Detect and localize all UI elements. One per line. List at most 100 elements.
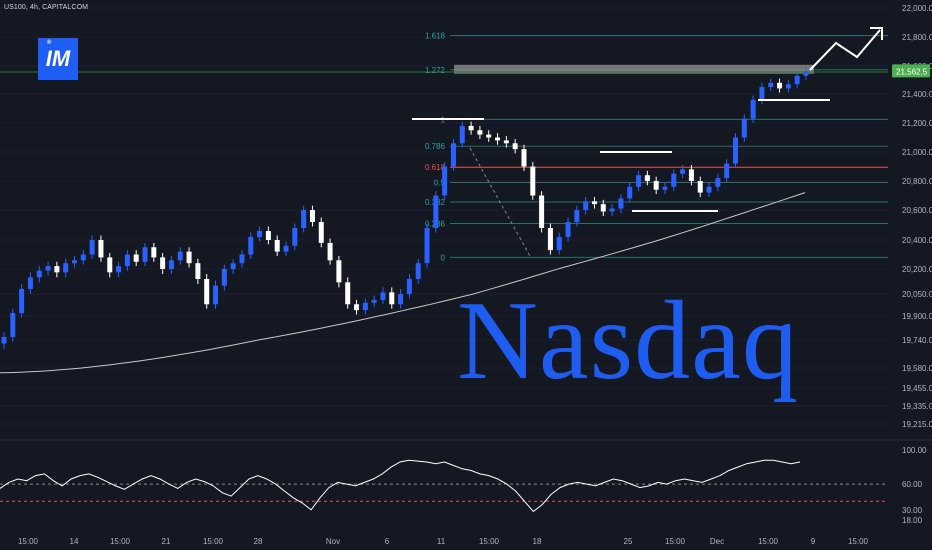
candle-body — [618, 198, 624, 209]
candle-body — [283, 245, 289, 252]
ma-200-line — [0, 192, 806, 374]
candle-body — [204, 279, 210, 305]
time-tick-label: 15:00 — [479, 537, 500, 546]
candle-body — [741, 118, 747, 138]
time-tick-label: Dec — [710, 537, 724, 546]
candle-body — [591, 201, 597, 205]
candle-body — [318, 222, 324, 243]
price-tick-label: 21,800.0 — [902, 33, 932, 42]
ticker-label: US100, 4h, CAPITALCOM — [4, 4, 89, 11]
price-tick-label: 21,000.0 — [902, 148, 932, 157]
price-axis[interactable]: 22,000.021,800.021,600.021,400.021,200.0… — [0, 4, 932, 429]
logo-small-mark: ® — [47, 40, 52, 46]
candle-body — [433, 195, 439, 228]
candle-body — [151, 247, 157, 258]
price-tick-label: 19,740.0 — [902, 336, 932, 345]
candle-body — [98, 240, 104, 258]
candle-body — [486, 134, 492, 138]
candle-body — [750, 99, 756, 119]
candle-body — [389, 292, 395, 305]
candle-body — [221, 269, 227, 286]
candle-body — [706, 186, 712, 193]
fib-level-label: 1.618 — [425, 32, 446, 41]
candle-body — [239, 254, 245, 264]
time-tick-label: 25 — [624, 537, 633, 546]
candle-body — [724, 163, 730, 179]
arrow-head — [870, 27, 883, 40]
candle-body — [327, 242, 333, 261]
candle-body — [424, 228, 430, 264]
time-tick-label: 15:00 — [203, 537, 224, 546]
brand-logo: ® IM — [38, 38, 78, 80]
candle-body — [27, 277, 33, 289]
candle-body — [274, 240, 280, 252]
logo-text: IM — [45, 46, 71, 71]
oscillator-line — [0, 459, 801, 513]
candle-body — [345, 282, 351, 305]
candle-body — [503, 140, 509, 144]
candle-body — [186, 251, 192, 264]
candle-body — [415, 263, 421, 279]
price-tick-label: 21,400.0 — [902, 90, 932, 99]
candle-body — [362, 302, 368, 311]
price-tick-label: 20,050.0 — [902, 290, 932, 299]
candle-body — [521, 149, 527, 167]
candle-body — [354, 304, 360, 311]
candles[interactable] — [1, 67, 809, 349]
price-tick-label: 20,600.0 — [902, 206, 932, 215]
candle-body — [680, 169, 686, 174]
candle-body — [80, 254, 86, 261]
osc-tick-label: 18.00 — [902, 516, 923, 525]
candle-body — [1, 337, 7, 344]
candle-body — [63, 263, 69, 273]
candle-body — [697, 181, 703, 193]
fib-anchor-line — [469, 147, 531, 257]
candle-body — [301, 210, 307, 228]
candle-body — [336, 260, 342, 283]
price-tick-label: 19,215.0 — [902, 420, 932, 429]
candle-body — [309, 210, 315, 222]
candle-body — [547, 228, 553, 251]
time-tick-label: 14 — [70, 537, 79, 546]
time-tick-label: 15:00 — [18, 537, 39, 546]
candle-body — [644, 175, 650, 181]
candle-body — [794, 75, 800, 85]
candle-body — [116, 266, 122, 273]
candle-body — [36, 270, 42, 278]
candle-body — [574, 210, 580, 222]
candle-body — [556, 237, 562, 251]
price-tick-label: 20,200.0 — [902, 265, 932, 274]
candle-body — [292, 228, 298, 246]
candle-body — [530, 166, 536, 196]
osc-tick-label: 100.00 — [902, 446, 927, 455]
candle-body — [539, 195, 545, 228]
price-tick-label: 20,800.0 — [902, 177, 932, 186]
candle-body — [495, 137, 501, 141]
time-axis[interactable]: 15:00 14 15:00 21 15:00 28 Nov 6 11 15:00 18 25 15:0… — [0, 439, 932, 546]
fib-level-label: 0.786 — [425, 142, 446, 151]
osc-tick-label: 60.00 — [902, 480, 923, 489]
price-tick-label: 19,580.0 — [902, 364, 932, 373]
candle-body — [583, 201, 589, 210]
candle-body — [662, 186, 668, 190]
candle-body — [477, 130, 483, 135]
candle-body — [512, 143, 518, 150]
candle-body — [380, 292, 386, 300]
candle-body — [142, 247, 148, 262]
time-tick-label: 18 — [533, 537, 542, 546]
time-tick-label: Nov — [326, 537, 340, 546]
fib-level-label: 1.272 — [425, 66, 446, 75]
candle-body — [803, 71, 809, 76]
candle-body — [257, 231, 263, 237]
candle-body — [450, 143, 456, 167]
candle-body — [371, 299, 377, 303]
candle-body — [609, 208, 615, 212]
candle-body — [468, 125, 474, 131]
time-tick-label: 28 — [254, 537, 263, 546]
price-tick-label: 21,200.0 — [902, 119, 932, 128]
time-tick-label: 15:00 — [848, 537, 869, 546]
candle-body — [777, 82, 783, 89]
candle-body — [195, 263, 201, 279]
